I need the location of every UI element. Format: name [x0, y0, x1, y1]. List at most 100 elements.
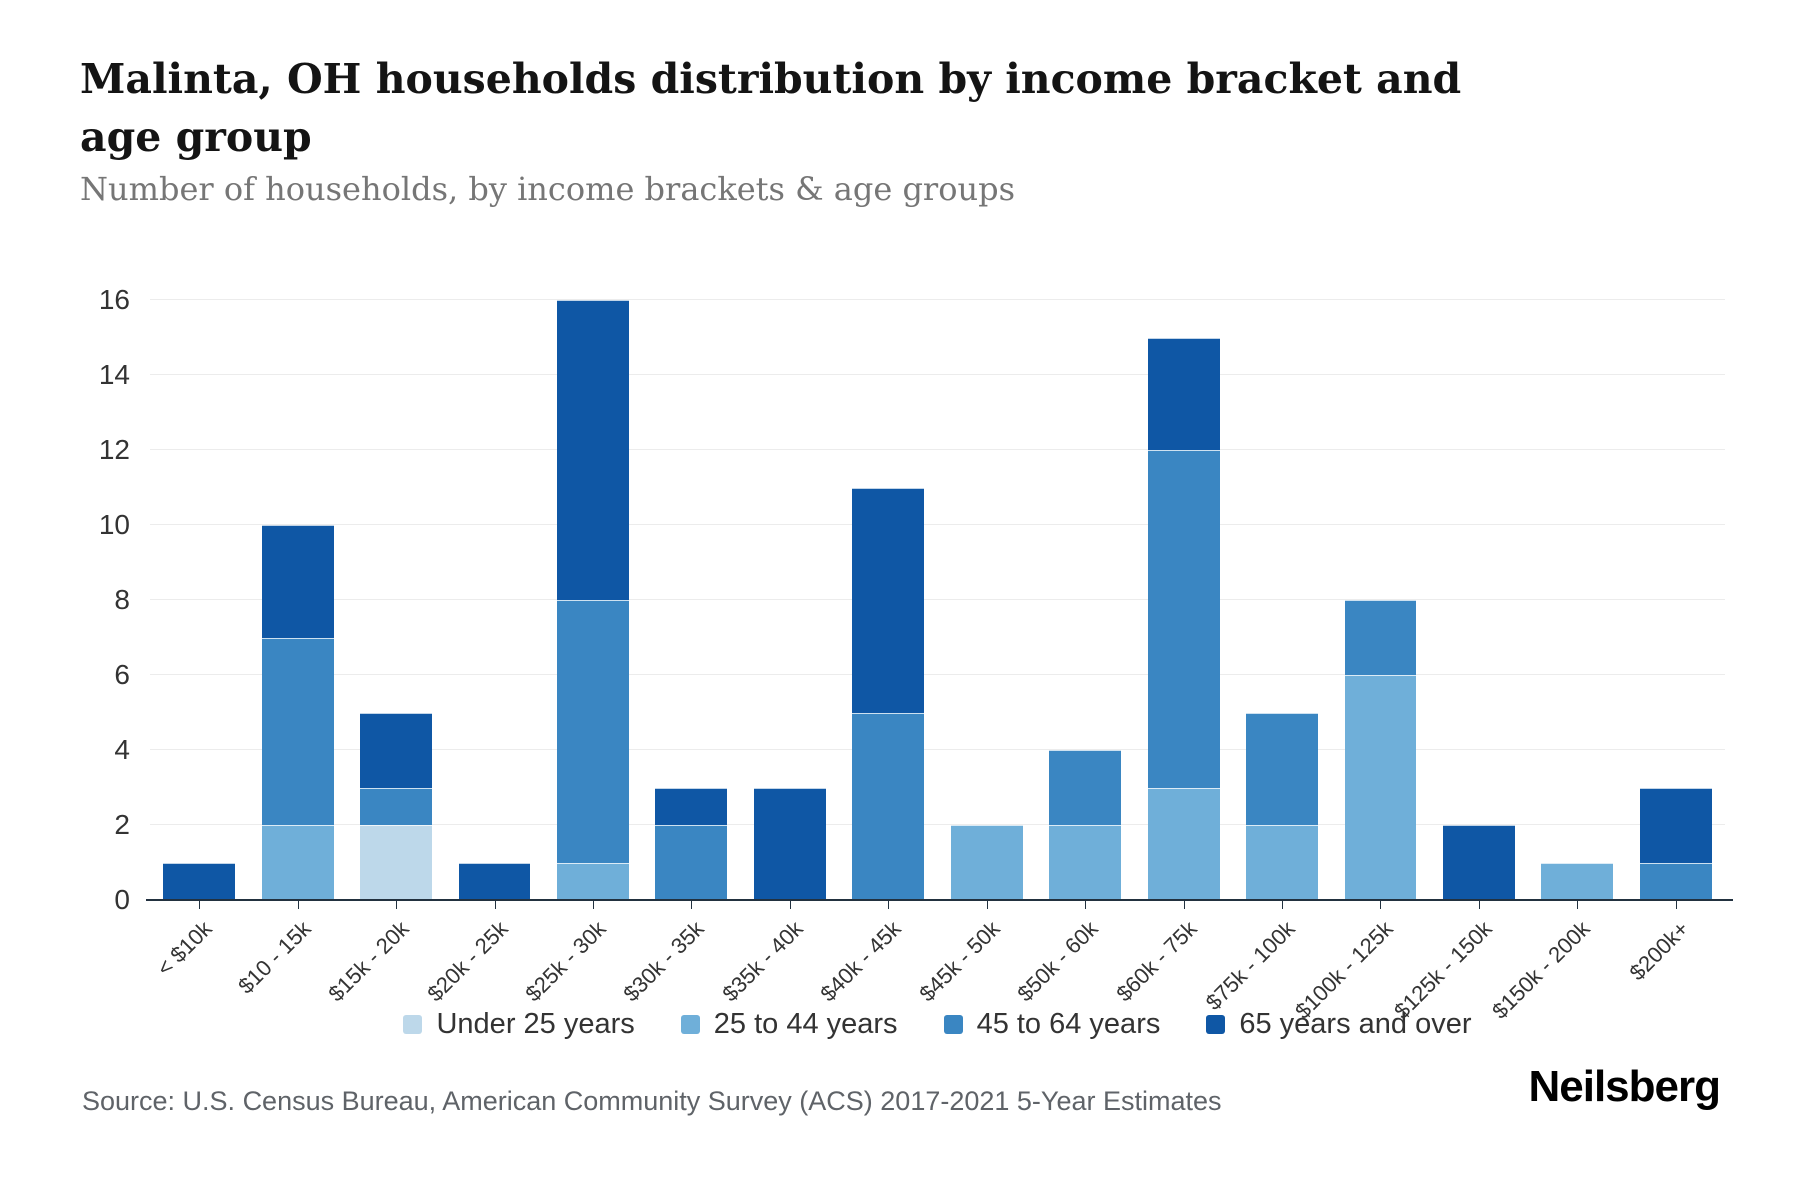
x-axis-label: $20k - 25k [421, 916, 513, 1007]
x-axis-tick [1380, 901, 1382, 909]
x-axis-tick [1675, 901, 1677, 909]
x-axis-tick [1478, 901, 1480, 909]
bar-segment[interactable] [1049, 750, 1122, 825]
bar-segment[interactable] [1541, 862, 1614, 900]
x-axis-label: $50k - 60k [1012, 916, 1103, 1007]
x-axis-tick [494, 901, 496, 909]
y-axis-tick-label-16: 16 [98, 284, 130, 315]
bar-segment[interactable] [1147, 337, 1220, 450]
stacked-bar-chart-plot-area: 0 2 4 6 8 10 12 14 16 < $10k $10 - 15k $15k - 20k $2… [99, 284, 1733, 1024]
x-axis-label: $10 - 15k [232, 916, 316, 999]
x-axis-tick [1085, 901, 1087, 909]
bar-column-6 [642, 300, 740, 900]
bar-column-1 [150, 300, 248, 900]
bar-stack [163, 300, 236, 900]
bar-segment[interactable] [1246, 712, 1318, 825]
bar-segment[interactable] [1344, 675, 1417, 900]
bar-stack [458, 300, 531, 900]
bar-stack [261, 300, 334, 900]
x-axis-label: $200k+ [1624, 916, 1694, 986]
bar-segment[interactable] [557, 862, 629, 900]
x-axis-label: $30k - 35k [618, 916, 710, 1007]
x-axis-label: $35k - 40k [717, 916, 808, 1007]
bar-column-13 [1331, 300, 1429, 900]
bar-column-3 [347, 300, 445, 900]
y-axis-tick-label-12: 12 [98, 434, 130, 465]
x-axis-label: $45k - 50k [914, 916, 1005, 1007]
bar-segment[interactable] [1246, 825, 1318, 900]
legend-label: 45 to 64 years [976, 1008, 1161, 1040]
legend-item[interactable]: 65 years and over [1206, 1008, 1472, 1041]
x-axis-tick [297, 901, 299, 909]
x-axis-tick [691, 901, 693, 909]
gridline-y-12 [150, 449, 1725, 450]
bar-segment[interactable] [458, 862, 531, 900]
page-subtitle: Number of households, by income brackets… [80, 170, 1015, 208]
y-axis-tick-label-8: 8 [114, 584, 130, 615]
gridline-y-16 [150, 299, 1725, 300]
bar-segment[interactable] [1147, 787, 1220, 900]
bar-segment[interactable] [655, 787, 728, 825]
bar-segment[interactable] [852, 487, 925, 713]
bar-column-10 [1036, 300, 1134, 900]
gridline-y-10 [150, 524, 1725, 525]
bar-segment[interactable] [1639, 862, 1712, 900]
bar-segment[interactable] [1639, 787, 1712, 863]
x-axis-tick [986, 901, 988, 909]
y-axis-tick-label-2: 2 [114, 809, 130, 840]
bar-column-9 [938, 300, 1036, 900]
legend-swatch-icon [680, 1015, 700, 1034]
x-axis-label: $25k - 30k [520, 916, 611, 1007]
legend-item[interactable]: 25 to 44 years [680, 1008, 898, 1041]
legend-label: 25 to 44 years [713, 1008, 898, 1040]
bar-column-12 [1233, 300, 1331, 900]
legend-item[interactable]: 45 to 64 years [943, 1008, 1161, 1041]
legend-label: Under 25 years [436, 1008, 635, 1040]
legend-item[interactable]: Under 25 years [403, 1008, 635, 1041]
bar-segment[interactable] [163, 862, 236, 900]
bar-segment[interactable] [852, 712, 925, 900]
x-axis-label: $60k - 75k [1110, 916, 1202, 1007]
gridline-y-14 [150, 374, 1725, 375]
bar-segment[interactable] [557, 600, 629, 863]
bar-segment[interactable] [360, 712, 433, 788]
y-axis-tick-label-6: 6 [114, 659, 130, 690]
bar-stack [1541, 300, 1614, 900]
chart-legend: Under 25 years 25 to 44 years 45 to 64 yea… [150, 1008, 1725, 1041]
bar-stack [1639, 300, 1712, 900]
bar-segment[interactable] [261, 825, 334, 900]
bar-segment[interactable] [950, 825, 1023, 900]
bar-column-15 [1528, 300, 1626, 900]
bar-segment[interactable] [1442, 825, 1515, 900]
bar-stack [753, 300, 826, 900]
bar-segment[interactable] [360, 787, 433, 825]
legend-swatch-icon [403, 1015, 423, 1034]
x-axis-label: $15k - 20k [323, 916, 414, 1007]
x-axis-tick [396, 901, 398, 909]
x-axis-tick [789, 901, 791, 909]
bar-segment[interactable] [261, 525, 334, 638]
legend-label: 65 years and over [1239, 1008, 1472, 1040]
bar-segment[interactable] [1049, 825, 1122, 900]
bar-stack [852, 300, 925, 900]
gridline-y-2 [150, 824, 1725, 825]
x-axis-tick [1183, 901, 1185, 909]
bar-segment[interactable] [360, 825, 433, 900]
bar-stack [1147, 300, 1220, 900]
bar-column-16 [1627, 300, 1725, 900]
bar-segment[interactable] [1344, 600, 1417, 675]
bar-column-2 [248, 300, 346, 900]
bar-stack [1246, 300, 1318, 900]
y-axis-tick-label-14: 14 [98, 359, 130, 390]
x-axis-label: $75k - 100k [1200, 916, 1300, 1015]
bar-segment[interactable] [753, 787, 826, 900]
bar-stack [1442, 300, 1515, 900]
x-axis-label: < $10k [152, 916, 217, 981]
bar-segment[interactable] [557, 300, 629, 600]
bar-segment[interactable] [261, 637, 334, 825]
bar-stack [655, 300, 728, 900]
bar-segment[interactable] [1147, 450, 1220, 788]
x-axis-tick [199, 901, 201, 909]
bar-stack [360, 300, 433, 900]
bar-segment[interactable] [655, 825, 728, 900]
